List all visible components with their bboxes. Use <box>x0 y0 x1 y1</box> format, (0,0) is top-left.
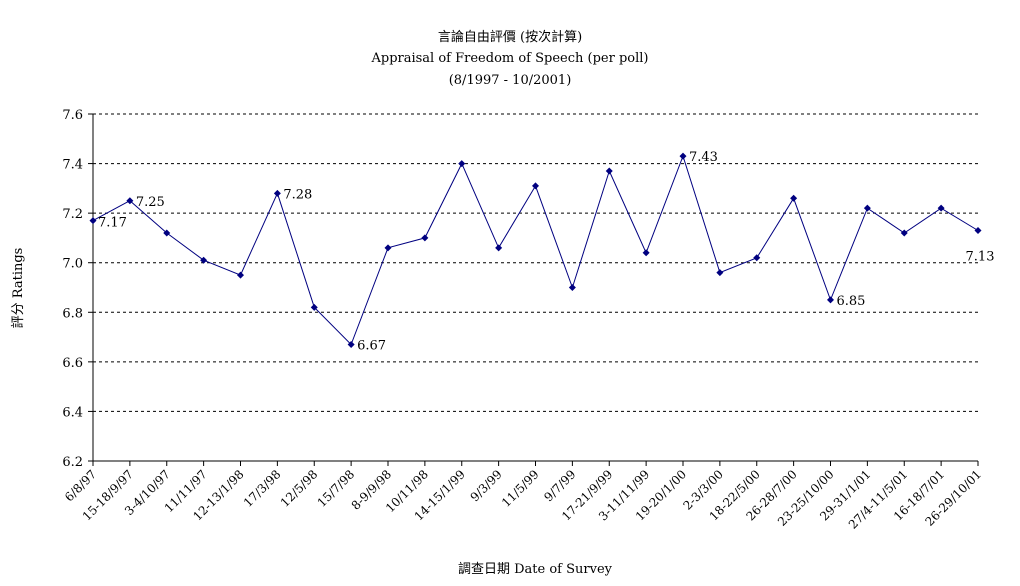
y-tick-label: 7.6 <box>62 108 83 123</box>
x-tick-label: 11/5/99 <box>499 467 542 510</box>
chart-period: (8/1997 - 10/2001) <box>448 73 572 88</box>
chart-subtitle: Appraisal of Freedom of Speech (per poll… <box>371 51 649 66</box>
data-point-marker <box>532 182 539 190</box>
data-points <box>89 152 982 349</box>
data-point-marker <box>642 249 650 257</box>
axes <box>88 113 979 466</box>
data-point-marker <box>568 284 576 291</box>
data-label: 7.28 <box>283 187 312 202</box>
y-tick-label: 7.4 <box>62 158 83 173</box>
data-point-marker <box>273 189 281 197</box>
data-label: 6.67 <box>357 339 386 354</box>
x-tick-labels: 6/8/9715-18/9/973-4/10/9711/11/9712-13/1… <box>62 467 984 532</box>
data-point-marker <box>347 341 355 349</box>
y-tick-label: 6.2 <box>62 455 83 470</box>
data-point-marker <box>495 244 503 252</box>
y-tick-label: 6.8 <box>62 306 83 321</box>
y-tick-labels: 6.2 6.4 6.6 6.8 7.0 7.2 7.4 7.6 <box>62 108 83 470</box>
data-point-marker <box>790 194 798 202</box>
data-point-marker <box>605 167 613 175</box>
data-point-marker <box>900 229 908 237</box>
data-point-marker <box>89 217 97 225</box>
data-label: 7.17 <box>98 216 127 231</box>
data-point-marker <box>200 256 208 264</box>
data-label: 7.25 <box>136 195 165 210</box>
data-point-marker <box>384 244 392 252</box>
x-tick-label: 17/3/98 <box>241 467 284 510</box>
data-point-marker <box>679 152 687 160</box>
x-axis-label: 調查日期 Date of Survey <box>458 562 613 577</box>
data-point-marker <box>827 296 834 304</box>
y-tick-label: 7.2 <box>62 207 83 222</box>
data-point-marker <box>458 160 466 168</box>
y-tick-label: 7.0 <box>62 257 83 272</box>
y-axis-label: 評分 Ratings <box>11 248 26 329</box>
y-tick-label: 6.6 <box>62 356 83 371</box>
chart-title: 言論自由評價 (按次計算) <box>437 30 583 45</box>
data-label: 6.85 <box>837 294 866 309</box>
x-tick-label: 12/5/98 <box>278 467 321 510</box>
data-labels: 7.17 7.25 7.28 6.67 7.43 6.85 7.13 <box>98 150 994 353</box>
data-point-marker <box>421 234 429 242</box>
data-point-marker <box>163 229 171 237</box>
data-point-marker <box>753 254 761 262</box>
data-point-marker <box>126 197 134 205</box>
data-point-marker <box>937 204 945 212</box>
data-point-marker <box>863 204 871 212</box>
data-label: 7.13 <box>966 249 995 264</box>
data-point-marker <box>310 303 318 311</box>
y-tick-label: 6.4 <box>62 405 83 420</box>
data-label: 7.43 <box>689 150 718 165</box>
data-point-marker <box>974 226 982 234</box>
data-point-marker <box>716 269 724 277</box>
data-point-marker <box>237 271 244 279</box>
